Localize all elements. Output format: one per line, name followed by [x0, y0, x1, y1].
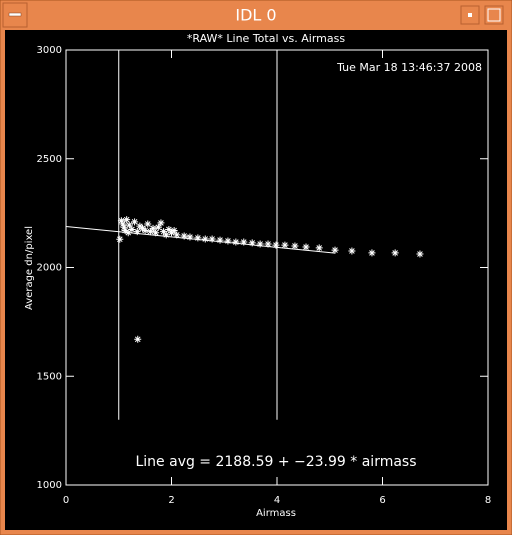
plot-window: [5, 30, 507, 530]
point: [302, 243, 310, 251]
point: [208, 235, 216, 243]
point: [216, 236, 224, 244]
point: [281, 241, 289, 249]
point: [128, 225, 136, 233]
y-tick-label: 1000: [37, 480, 62, 491]
fit-line: [65, 225, 336, 254]
point: [232, 238, 240, 246]
point: [117, 217, 125, 225]
point: [180, 232, 188, 240]
point: [264, 240, 272, 248]
point: [157, 219, 165, 227]
point: [144, 220, 152, 228]
timestamp: Tue Mar 18 13:46:37 2008: [336, 61, 482, 74]
point: [173, 231, 181, 239]
point: [186, 233, 194, 241]
x-tick-label: 6: [379, 495, 385, 506]
point: [152, 229, 160, 237]
y-tick-label: 1500: [37, 371, 62, 382]
point: [165, 225, 173, 233]
point: [141, 227, 149, 235]
point: [170, 227, 178, 235]
point: [131, 218, 139, 226]
point: [133, 228, 141, 236]
point: [125, 221, 133, 229]
window-title: IDL 0: [235, 6, 276, 25]
point: [368, 249, 376, 257]
maximize-icon: [487, 8, 501, 22]
y-tick-label: 3000: [37, 45, 62, 56]
point: [119, 220, 127, 228]
maximize-button[interactable]: [484, 5, 504, 25]
point: [162, 231, 170, 239]
point: [124, 229, 132, 237]
point: [160, 228, 168, 236]
point: [331, 246, 339, 254]
point: [194, 234, 202, 242]
x-tick-label: 0: [63, 495, 69, 506]
point: [256, 240, 264, 248]
point: [291, 242, 299, 250]
x-tick-label: 2: [168, 495, 174, 506]
point: [121, 227, 129, 235]
point: [123, 216, 131, 224]
point: [134, 335, 142, 343]
y-tick-label: 2000: [37, 263, 62, 274]
point: [201, 235, 209, 243]
point: [120, 223, 128, 231]
point: [224, 237, 232, 245]
point: [154, 223, 162, 231]
x-tick-label: 4: [274, 495, 280, 506]
point: [315, 244, 323, 252]
point: [116, 235, 124, 243]
minimize-icon: [468, 13, 472, 17]
point: [272, 241, 280, 249]
menu-icon: [8, 12, 22, 17]
point: [149, 224, 157, 232]
point: [146, 228, 154, 236]
point: [248, 239, 256, 247]
x-axis-label: Airmass: [256, 508, 296, 519]
point: [240, 238, 248, 246]
y-tick-label: 2500: [37, 154, 62, 165]
x-tick-label: 8: [485, 495, 491, 506]
y-axis-label: Average dn/pixel: [24, 226, 35, 310]
point: [416, 250, 424, 258]
chart-title: *RAW* Line Total vs. Airmass: [187, 32, 345, 45]
annotation: Line avg = 2188.59 + −23.99 * airmass: [135, 454, 416, 470]
point: [391, 249, 399, 257]
point: [348, 247, 356, 255]
